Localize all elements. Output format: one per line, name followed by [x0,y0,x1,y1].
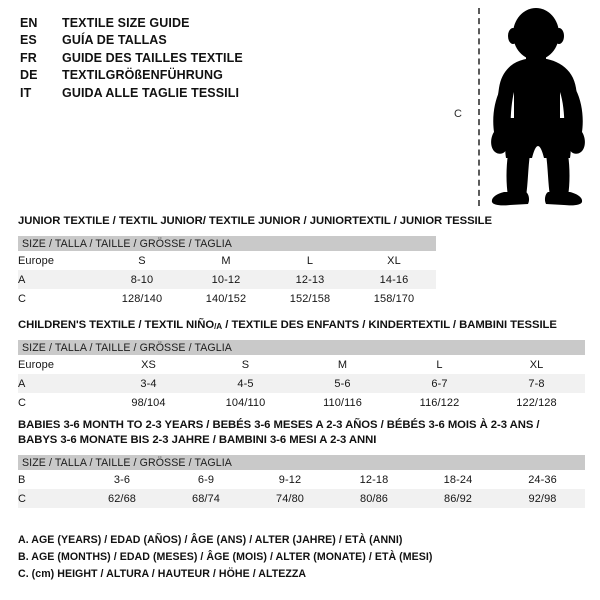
row-label: Europe [18,254,55,267]
cell: 12-13 [268,270,352,289]
section-title-babies-line1: BABIES 3-6 MONTH TO 2-3 YEARS / BEBÉS 3-… [18,419,540,431]
section-title-children-rest: / TEXTILE DES ENFANTS / KINDERTEXTIL / B… [222,319,557,331]
cell: L [436,358,443,371]
language-code-en: EN [20,15,38,30]
language-code-it: IT [20,85,32,100]
cell: 116/122 [419,396,460,409]
language-row-it: IT GUIDA ALLE TAGLIE TESSILI [20,84,420,102]
cell: 12-18 [359,473,389,486]
cell: XS [141,358,156,371]
height-dashed-line [478,8,480,206]
table-row: C 62/68 68/74 74/80 80/86 86/92 92/98 [18,489,586,508]
row-label: A [18,270,100,289]
table-row: A 3-4 4-5 5-6 6-7 7-8 [18,374,586,393]
cell: 3-6 [113,473,131,486]
language-title-block: EN TEXTILE SIZE GUIDE ES GUÍA DE TALLAS … [20,14,420,102]
row-label: B [18,473,26,486]
cell: 6-7 [391,374,488,393]
legend-line-b: B. AGE (MONTHS) / EDAD (MESES) / ÂGE (MO… [18,551,433,563]
cell: S [138,254,146,267]
language-text-de: TEXTILGRÖßENFÜHRUNG [62,68,223,83]
language-text-it: GUIDA ALLE TAGLIE TESSILI [62,85,240,100]
cell: 104/110 [225,396,266,409]
table-row: Europe S M L XL [18,251,436,270]
cell: 10-12 [184,270,268,289]
cell: 4-5 [197,374,294,393]
cell: 62/68 [80,489,164,508]
cell: 24-36 [528,473,557,486]
cell: 5-6 [294,374,391,393]
section-title-children: CHILDREN'S TEXTILE / TEXTIL NIÑO/A / TEX… [18,318,585,333]
table-row: C 98/104 104/110 110/116 116/122 122/128 [18,393,585,412]
table-row: C 128/140 140/152 152/158 158/170 [18,289,436,308]
language-text-fr: GUIDE DES TAILLES TEXTILE [62,50,243,65]
language-code-es: ES [20,33,37,48]
cell: 18-24 [443,473,473,486]
cell: 14-16 [352,270,436,289]
cell: 7-8 [488,374,586,393]
cell: S [241,358,250,371]
language-row-de: DE TEXTILGRÖßENFÜHRUNG [20,67,420,85]
cell: 9-12 [278,473,302,486]
table-header-label: SIZE / TALLA / TAILLE / GRÖSSE / TAGLIA [18,455,586,470]
row-label: C [18,489,80,508]
cell: M [337,358,348,371]
cell: M [221,254,231,267]
cell: 92/98 [500,489,586,508]
language-code-fr: FR [20,50,37,65]
section-title-children-main: CHILDREN'S TEXTILE / TEXTIL NIÑO [18,319,215,331]
size-table-junior: SIZE / TALLA / TAILLE / GRÖSSE / TAGLIA … [18,236,436,308]
cell: 158/170 [373,292,415,305]
cell: 74/80 [248,489,332,508]
size-table-children: SIZE / TALLA / TAILLE / GRÖSSE / TAGLIA … [18,340,586,412]
table-header-row: SIZE / TALLA / TAILLE / GRÖSSE / TAGLIA [18,455,586,470]
measure-label-c: C [454,108,463,120]
toddler-silhouette-icon [491,8,585,206]
table-row: B 3-6 6-9 9-12 12-18 18-24 24-36 [18,470,585,489]
section-children: CHILDREN'S TEXTILE / TEXTIL NIÑO/A / TEX… [18,318,586,412]
cell: 122/128 [516,396,557,409]
cell: 152/158 [289,292,331,305]
section-title-children-sub: /A [214,322,223,331]
row-label: A [18,374,100,393]
table-header-row: SIZE / TALLA / TAILLE / GRÖSSE / TAGLIA [18,236,436,251]
language-row-en: EN TEXTILE SIZE GUIDE [20,14,420,32]
cell: XL [529,358,544,371]
language-row-es: ES GUÍA DE TALLAS [20,32,420,50]
section-title-babies-line2: BABYS 3-6 MONATE BIS 2-3 JAHRE / BAMBINI… [18,434,377,446]
language-code-de: DE [20,68,38,83]
cell: L [306,254,314,267]
row-label: C [18,396,27,409]
cell: 3-4 [100,374,197,393]
table-header-row: SIZE / TALLA / TAILLE / GRÖSSE / TAGLIA [18,340,586,355]
table-row: Europe XS S M L XL [18,355,585,374]
language-row-fr: FR GUIDE DES TAILLES TEXTILE [20,49,420,67]
table-header-label: SIZE / TALLA / TAILLE / GRÖSSE / TAGLIA [18,340,586,355]
language-text-en: TEXTILE SIZE GUIDE [62,15,190,30]
section-babies: BABIES 3-6 MONTH TO 2-3 YEARS / BEBÉS 3-… [18,418,586,508]
legend-line-c: C. (cm) HEIGHT / ALTURA / HAUTEUR / HÖHE… [18,568,307,580]
cell: 98/104 [131,396,166,409]
row-label: Europe [18,358,55,371]
table-row: A 8-10 10-12 12-13 14-16 [18,270,436,289]
legend-line-a: A. AGE (YEARS) / EDAD (AÑOS) / ÂGE (ANS)… [18,534,403,546]
height-measure-figure: C [440,4,600,209]
cell: XL [387,254,401,267]
cell: 80/86 [332,489,416,508]
cell: 8-10 [100,270,184,289]
cell: 86/92 [416,489,500,508]
language-text-es: GUÍA DE TALLAS [62,33,167,48]
cell: 140/152 [205,292,247,305]
legend-block: A. AGE (YEARS) / EDAD (AÑOS) / ÂGE (ANS)… [18,532,432,583]
cell: 110/116 [323,396,362,409]
cell: 128/140 [121,292,163,305]
section-junior: JUNIOR TEXTILE / TEXTIL JUNIOR/ TEXTILE … [18,214,492,308]
row-label: C [18,292,27,305]
size-table-babies: SIZE / TALLA / TAILLE / GRÖSSE / TAGLIA … [18,455,586,508]
table-header-label: SIZE / TALLA / TAILLE / GRÖSSE / TAGLIA [18,236,436,251]
cell: 68/74 [164,489,248,508]
section-title-junior: JUNIOR TEXTILE / TEXTIL JUNIOR/ TEXTILE … [18,215,492,227]
cell: 6-9 [197,473,215,486]
